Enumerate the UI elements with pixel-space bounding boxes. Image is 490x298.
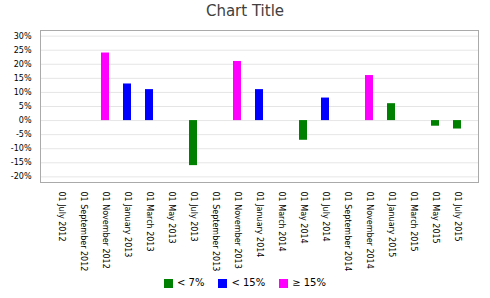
svg-text:01 July 2014: 01 July 2014	[321, 192, 330, 242]
svg-text:01 March 2014: 01 March 2014	[277, 192, 286, 252]
svg-text:01 September 2013: 01 September 2013	[211, 192, 220, 272]
svg-text:01 September 2014: 01 September 2014	[343, 192, 352, 272]
svg-text:5%: 5%	[19, 102, 32, 111]
svg-text:10%: 10%	[14, 88, 32, 97]
svg-text:0%: 0%	[19, 116, 32, 125]
svg-text:01 November 2012: 01 November 2012	[101, 192, 110, 269]
svg-text:01 September 2012: 01 September 2012	[79, 192, 88, 272]
svg-text:01 May 2013: 01 May 2013	[167, 192, 176, 244]
html-text:≥ 15%: ≥ 15%	[292, 277, 326, 288]
svg-text:01 January 2013: 01 January 2013	[123, 192, 132, 258]
svg-text:01 May 2014: 01 May 2014	[299, 192, 308, 244]
svg-text:15%: 15%	[14, 74, 32, 83]
svg-text:01 July 2012: 01 July 2012	[57, 192, 66, 242]
svg-text:01 July 2015: 01 July 2015	[453, 192, 462, 242]
svg-text:01 March 2015: 01 March 2015	[409, 192, 418, 252]
svg-text:01 November 2013: 01 November 2013	[233, 192, 242, 269]
svg-text:25%: 25%	[14, 46, 32, 55]
html-text:< 15%: < 15%	[231, 277, 266, 288]
svg-text:-15%: -15%	[11, 158, 32, 167]
svg-text:30%: 30%	[14, 32, 32, 41]
svg-text:-10%: -10%	[11, 144, 32, 153]
svg-text:01 March 2013: 01 March 2013	[145, 192, 154, 252]
svg-text:01 July 2013: 01 July 2013	[189, 192, 198, 242]
svg-text:-20%: -20%	[11, 172, 32, 181]
html-text:< 7%: < 7%	[177, 277, 205, 288]
svg-text:20%: 20%	[14, 60, 32, 69]
html-text:Chart Title: Chart Title	[205, 2, 285, 20]
svg-text:-5%: -5%	[16, 130, 32, 139]
svg-text:01 January 2014: 01 January 2014	[255, 192, 264, 258]
svg-text:01 January 2015: 01 January 2015	[387, 192, 396, 258]
svg-text:01 May 2015: 01 May 2015	[431, 192, 440, 244]
svg-text:01 November 2014: 01 November 2014	[365, 192, 374, 269]
